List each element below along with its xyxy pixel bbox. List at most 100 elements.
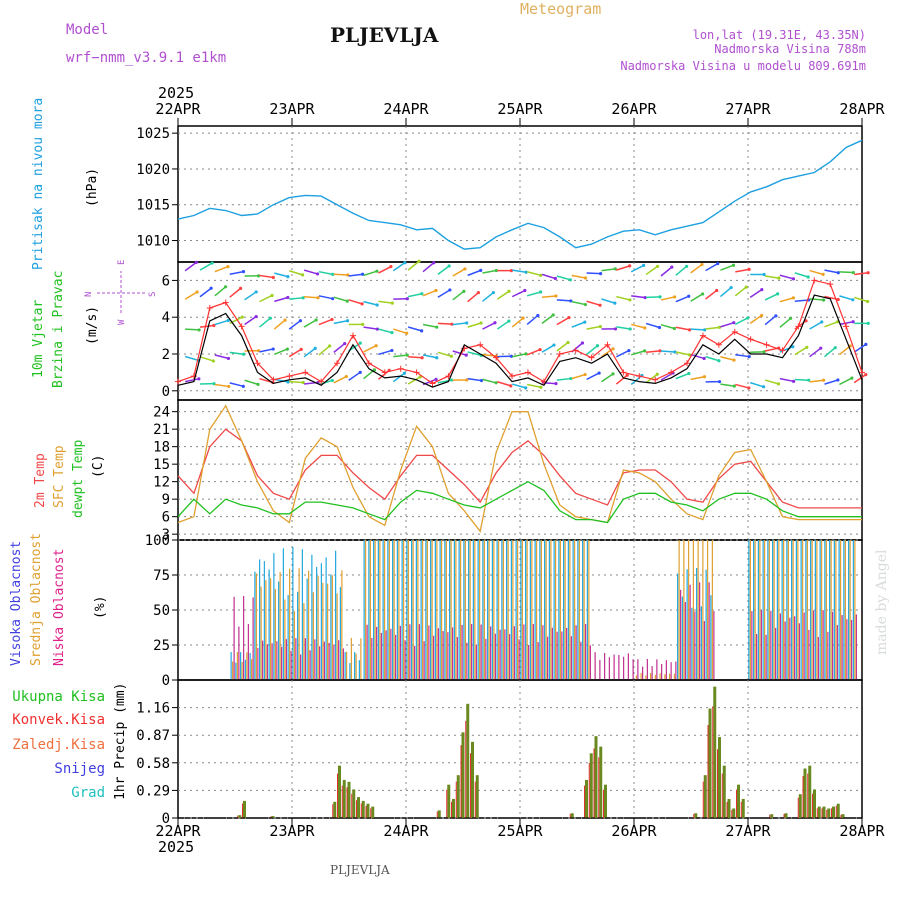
- wind-panel: 0 2 4 6: [162, 259, 870, 401]
- wind-gust-point: [636, 373, 643, 380]
- wind-arrow-icon: [794, 272, 809, 278]
- wind-arrowhead: [476, 291, 480, 295]
- y-tick-label: 12: [153, 475, 170, 491]
- wind-arrowhead: [328, 344, 332, 348]
- wind-arrowhead: [731, 263, 736, 267]
- precip-total-bar: [737, 784, 740, 818]
- wind-arrow-icon: [289, 297, 304, 300]
- wind-arrow-icon: [734, 317, 749, 326]
- wind-arrowhead: [346, 273, 350, 277]
- precip-conv-bar: [783, 813, 785, 818]
- wind-arrowhead: [717, 359, 721, 363]
- wind-arrow-icon: [646, 350, 661, 353]
- wind-arrowhead: [450, 378, 454, 382]
- wind-arrowhead: [643, 349, 647, 353]
- wind-arrowhead: [271, 275, 275, 280]
- wind-gust-point: [715, 341, 722, 348]
- precip-conv-bar: [740, 801, 742, 818]
- wind-arrowhead: [744, 285, 748, 289]
- precip-conv-bar: [821, 808, 823, 818]
- wind-arrow-icon: [512, 383, 526, 389]
- wind-arrowhead: [524, 352, 528, 356]
- wind-arrowhead: [223, 285, 228, 289]
- precip-total-bar: [347, 781, 351, 818]
- wind-arrow-icon: [258, 317, 271, 328]
- precip-conv-bar: [242, 803, 243, 818]
- wind-arrow-icon: [735, 268, 750, 273]
- wind-gust-point: [524, 369, 531, 376]
- wind-arrowhead: [792, 379, 796, 383]
- precip-side-label-5: Grad: [71, 785, 105, 801]
- precip-conv-bar: [237, 815, 239, 818]
- top-date-label: 23APR: [269, 100, 315, 118]
- wind-arrowhead: [435, 356, 439, 360]
- wind-arrow-icon: [229, 287, 242, 298]
- wind-arrow-icon: [496, 320, 510, 330]
- wind-arrow-icon: [452, 350, 467, 356]
- wind-arrowhead: [432, 261, 436, 265]
- wind-arrow-icon: [199, 287, 212, 298]
- wind-arrowhead: [804, 319, 808, 323]
- precip-total-bar: [841, 814, 845, 818]
- precip-side-label-3: Zaledj.Kisa: [12, 737, 105, 753]
- wind-gust-point: [238, 323, 245, 330]
- wind-arrow-icon: [541, 344, 555, 353]
- wind-arrowhead: [405, 353, 409, 357]
- wind-arrowhead: [358, 341, 362, 345]
- wind-arrow-icon: [511, 289, 526, 298]
- wind-arrowhead: [270, 293, 274, 298]
- wind-arrow-icon: [839, 321, 854, 326]
- wind-arrowhead: [212, 382, 216, 386]
- wind-arrowhead: [657, 325, 662, 330]
- wind-arrowhead: [226, 265, 230, 269]
- wind-arrowhead: [807, 378, 811, 382]
- precip-conv-bar: [721, 773, 723, 818]
- precip-total-bar: [784, 813, 788, 818]
- precip-total-bar: [352, 789, 356, 818]
- wind-arrowhead: [746, 316, 750, 320]
- wind-arrowhead: [375, 327, 380, 331]
- wind-arrowhead: [509, 384, 513, 388]
- wind-arrow-icon: [764, 293, 778, 301]
- wind-arrowhead: [375, 303, 379, 307]
- precip-total-bar: [366, 803, 370, 818]
- wind-arrow-icon: [794, 378, 809, 381]
- wind-arrowhead: [283, 318, 287, 322]
- wind-arrow-icon: [764, 379, 779, 385]
- wind-arrow-icon: [304, 295, 319, 299]
- wind-arrowhead: [777, 276, 781, 280]
- wind-gust-point: [365, 360, 372, 367]
- wind-arrow-icon: [809, 321, 823, 330]
- wind-arrow-icon: [854, 296, 868, 303]
- wind-arrow-icon: [660, 266, 673, 277]
- wind-arrowhead: [241, 384, 245, 388]
- wind-arrowhead: [836, 271, 840, 275]
- wind-arrowhead: [583, 276, 588, 280]
- precip-total-bar: [361, 800, 365, 818]
- wind-gust-line: [177, 279, 863, 385]
- wind-arrowhead: [226, 356, 231, 361]
- wind-arrow-icon: [616, 326, 631, 330]
- wind-arrowhead: [227, 384, 231, 389]
- wind-arrowhead: [747, 354, 751, 359]
- wind-arrow-icon: [363, 345, 377, 353]
- wind-arrowhead: [687, 371, 691, 376]
- wind-arrow-icon: [720, 383, 735, 387]
- wind-arrow-icon: [526, 291, 541, 297]
- precip-conv-bar: [455, 781, 457, 818]
- wind-arrowhead: [491, 290, 496, 295]
- wind-arrow-icon: [288, 348, 302, 358]
- wind-arrow-icon: [660, 350, 675, 353]
- top-year-label: 2025: [158, 84, 194, 102]
- wind-arrow-icon: [437, 351, 452, 357]
- precip-total-bar: [817, 806, 821, 818]
- precip-conv-bar: [332, 804, 334, 818]
- wind-arrowhead: [613, 327, 618, 331]
- precip-conv-bar: [460, 745, 462, 818]
- precip-conv-bar: [598, 757, 600, 818]
- wind-arrowhead: [256, 382, 260, 386]
- wind-arrowhead: [405, 297, 409, 301]
- wind-arrow-icon: [556, 299, 571, 302]
- wind-arrowhead: [628, 298, 632, 302]
- wind-arrow-icon: [809, 269, 824, 276]
